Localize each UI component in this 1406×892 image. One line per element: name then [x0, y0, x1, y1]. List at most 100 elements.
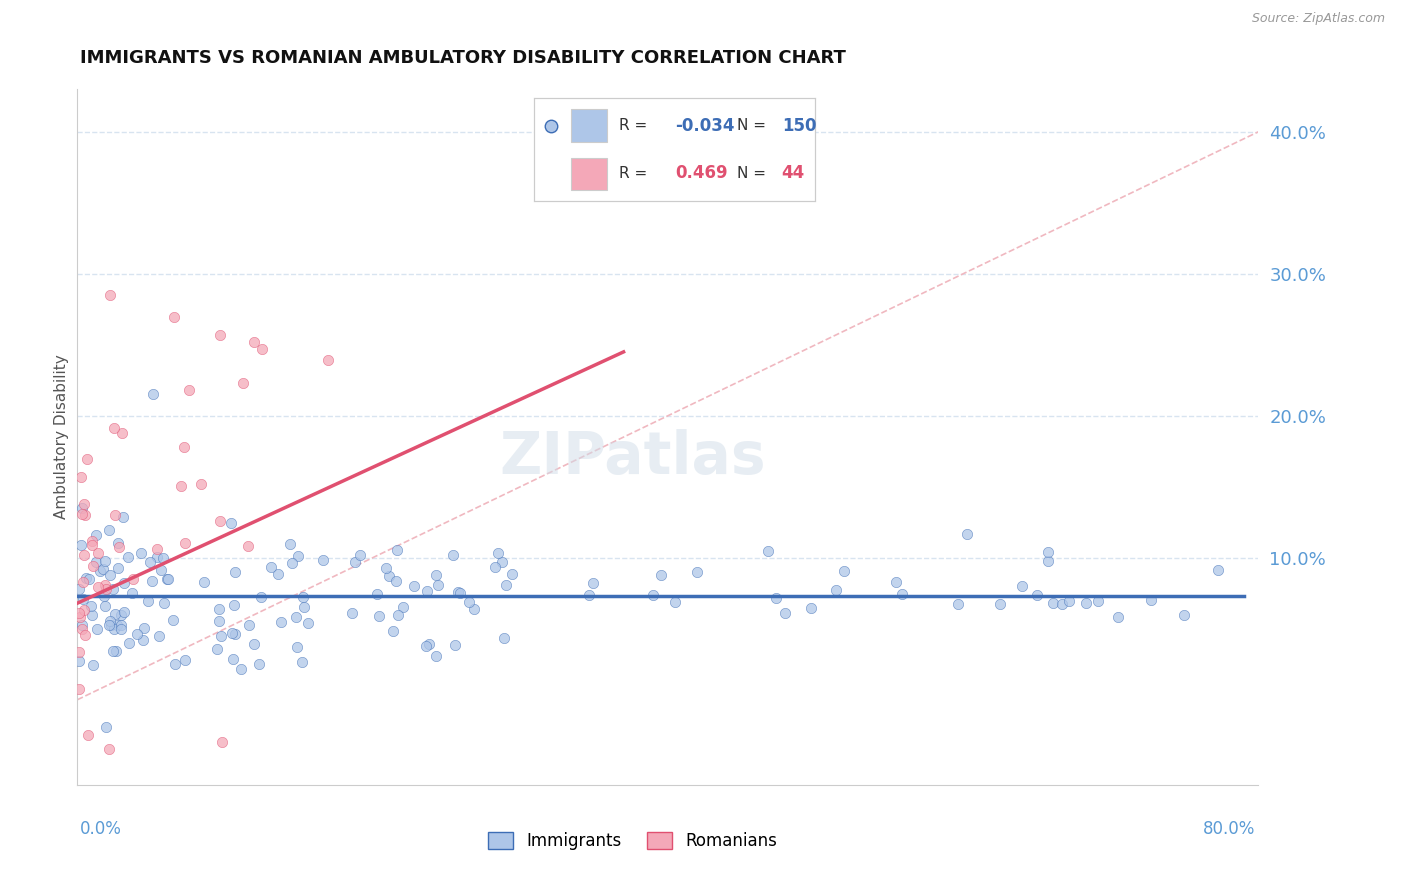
- Text: -0.034: -0.034: [675, 117, 734, 135]
- Point: [222, 652, 245, 666]
- Point: [387, 607, 409, 622]
- Point: [650, 568, 672, 582]
- Point: [284, 610, 307, 624]
- Point: [224, 627, 246, 641]
- Point: [664, 595, 686, 609]
- Point: [76, 451, 98, 466]
- Point: [243, 636, 266, 650]
- Point: [77, 572, 100, 586]
- Point: [224, 566, 246, 580]
- Point: [121, 572, 143, 586]
- Point: [118, 636, 141, 650]
- Point: [285, 640, 308, 655]
- Point: [104, 643, 127, 657]
- Point: [582, 575, 605, 590]
- Point: [139, 555, 162, 569]
- Point: [177, 383, 200, 397]
- Point: [100, 617, 122, 632]
- Point: [156, 572, 179, 586]
- Point: [84, 555, 107, 569]
- Point: [243, 335, 266, 350]
- Point: [94, 599, 117, 613]
- Point: [1042, 596, 1064, 610]
- Point: [131, 633, 153, 648]
- Point: [1074, 596, 1097, 610]
- Point: [208, 602, 231, 616]
- Point: [267, 566, 290, 581]
- Point: [190, 476, 212, 491]
- Bar: [571, 158, 607, 190]
- Point: [146, 542, 169, 557]
- Point: [162, 613, 184, 627]
- Point: [387, 543, 409, 558]
- Point: [150, 563, 173, 577]
- Point: [449, 585, 471, 599]
- Point: [291, 590, 314, 604]
- Y-axis label: Ambulatory Disability: Ambulatory Disability: [53, 355, 69, 519]
- Point: [80, 607, 103, 622]
- Point: [1057, 593, 1080, 607]
- Point: [292, 600, 315, 615]
- Point: [385, 574, 408, 588]
- Point: [494, 631, 516, 645]
- Point: [152, 596, 174, 610]
- Point: [340, 606, 363, 620]
- Point: [96, 582, 118, 596]
- Point: [104, 508, 127, 522]
- Point: [221, 626, 243, 640]
- Point: [297, 615, 319, 630]
- Point: [112, 605, 135, 619]
- Point: [67, 645, 90, 659]
- Point: [111, 510, 134, 524]
- Point: [82, 538, 104, 552]
- Point: [236, 540, 259, 554]
- Point: [97, 523, 120, 537]
- Point: [344, 555, 367, 569]
- Point: [148, 629, 170, 643]
- Point: [82, 558, 104, 573]
- Point: [101, 644, 124, 658]
- Point: [374, 561, 396, 575]
- Point: [208, 615, 231, 629]
- Point: [98, 568, 121, 582]
- Text: 0.469: 0.469: [675, 164, 727, 182]
- Text: ZIPatlas: ZIPatlas: [499, 429, 766, 486]
- Point: [441, 549, 464, 563]
- Point: [1050, 597, 1073, 611]
- Point: [281, 556, 304, 570]
- Point: [98, 618, 121, 632]
- Point: [988, 597, 1011, 611]
- Point: [443, 638, 465, 652]
- Point: [491, 555, 513, 569]
- Point: [956, 527, 979, 541]
- Point: [75, 572, 97, 586]
- Point: [229, 662, 252, 676]
- Point: [219, 516, 242, 530]
- Point: [446, 585, 468, 599]
- Point: [756, 544, 779, 558]
- Point: [70, 538, 93, 552]
- Point: [94, 720, 117, 734]
- Point: [457, 595, 479, 609]
- Point: [93, 589, 115, 603]
- Point: [76, 728, 98, 742]
- Point: [291, 655, 314, 669]
- Point: [67, 607, 90, 621]
- Point: [70, 501, 93, 516]
- Point: [67, 654, 90, 668]
- Point: [173, 440, 195, 454]
- Point: [1107, 610, 1129, 624]
- Point: [1011, 579, 1033, 593]
- Point: [501, 566, 523, 581]
- Point: [142, 387, 165, 401]
- Point: [174, 536, 197, 550]
- Point: [799, 601, 821, 615]
- Point: [98, 288, 121, 302]
- Point: [205, 642, 228, 657]
- Text: Source: ZipAtlas.com: Source: ZipAtlas.com: [1251, 12, 1385, 25]
- Point: [80, 599, 103, 613]
- Point: [108, 540, 131, 554]
- Point: [152, 550, 174, 565]
- Point: [886, 575, 908, 590]
- Point: [378, 569, 401, 583]
